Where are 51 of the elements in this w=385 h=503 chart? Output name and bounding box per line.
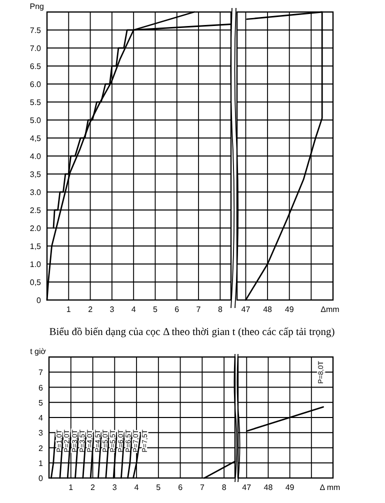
y-tick-label: 5.0: [30, 116, 42, 125]
y-tick-label: 7.5: [30, 26, 42, 35]
y-tick-label: 1.0: [30, 260, 42, 269]
x-tick-label: 7: [200, 483, 205, 492]
x-tick-label: 4: [131, 305, 136, 314]
x-tick-label: 47: [242, 483, 252, 492]
x-tick-label: 6: [178, 483, 184, 492]
y-tick-label: 6.0: [30, 80, 42, 89]
y-tick-label: 0: [38, 474, 44, 483]
y-tick-label: 5.5: [30, 98, 42, 107]
x-axis-title: Δmm: [320, 305, 340, 314]
x-tick-label: 2: [90, 483, 96, 492]
x-tick-label: 4: [134, 483, 140, 492]
x-tick-label: 48: [264, 483, 274, 492]
y-tick-label: 6: [38, 383, 44, 392]
y-axis-title: Png: [30, 2, 44, 11]
y-tick-label: 2.0: [30, 224, 42, 233]
y-tick-label: 3: [38, 428, 44, 438]
y-tick-label: 6.5: [30, 62, 42, 71]
x-tick-label: 48: [263, 305, 273, 314]
x-tick-label: 5: [153, 305, 158, 314]
y-tick-label: 2: [38, 444, 44, 453]
x-tick-label: 49: [284, 305, 294, 314]
x-tick-label: 8: [218, 305, 223, 314]
x-tick-label: 6: [174, 305, 180, 314]
x-tick-label: 1: [68, 483, 74, 492]
x-tick-label: 8: [222, 483, 227, 492]
y-tick-label: 4.0: [30, 152, 42, 161]
y-tick-label: 5: [38, 398, 44, 408]
y-tick-label: 7: [38, 368, 44, 378]
x-tick-label: 3: [110, 305, 115, 314]
x-tick-label: 5: [156, 483, 162, 492]
y-tick-label: 4: [38, 414, 44, 422]
y-axis-title: t giờ: [30, 347, 47, 356]
y-tick-label: 2.5: [30, 206, 42, 215]
y-tick-label: 7.0: [30, 44, 42, 53]
x-tick-label: 3: [112, 483, 118, 492]
y-tick-label: 4,5: [30, 134, 42, 143]
y-tick-label: 1: [38, 458, 44, 468]
x-tick-label: 47: [241, 305, 251, 314]
x-axis-title: Δ mm: [320, 483, 341, 492]
y-tick-label: 0: [36, 296, 42, 305]
y-tick-label: 0,5: [30, 278, 42, 287]
y-tick-label: 1,5: [30, 242, 42, 251]
x-tick-label: 2: [88, 305, 94, 314]
x-tick-label: 1: [66, 305, 72, 314]
x-tick-label: 49: [285, 483, 295, 492]
x-tick-label: 7: [196, 305, 202, 314]
chart-title: Biểu đồ biến dạng của cọc Δ theo thời gian t (theo các cấp tải trọng): [49, 327, 336, 338]
y-tick-label: 3.0: [30, 188, 42, 197]
y-tick-label: 3,5: [30, 170, 42, 179]
